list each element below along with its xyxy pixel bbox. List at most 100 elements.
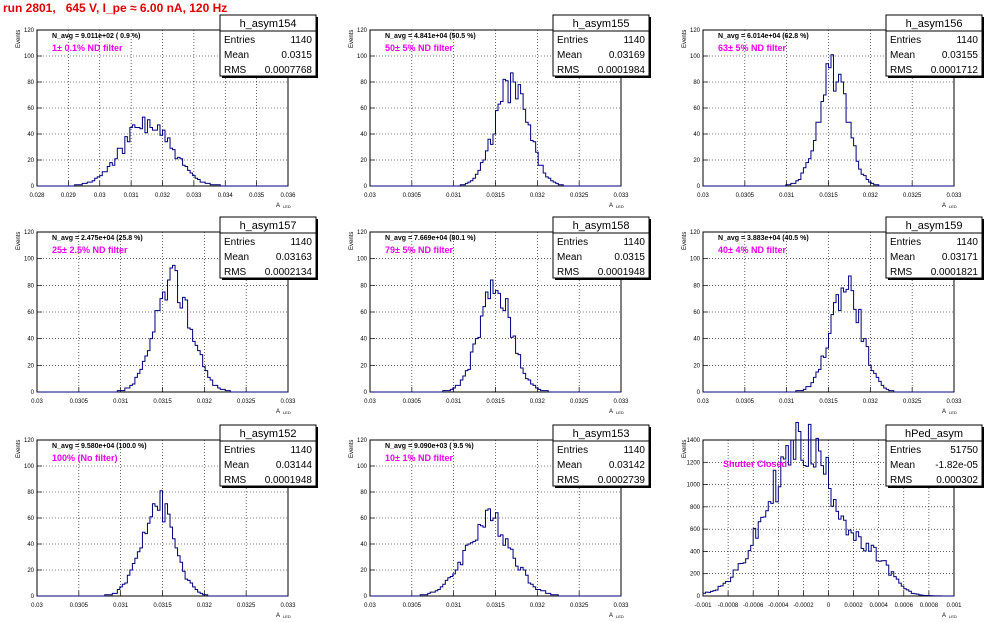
stats-label: Mean: [224, 50, 249, 61]
y-tick-label: 800: [690, 505, 701, 511]
x-tick-label: 0.032: [530, 603, 546, 609]
x-axis-label: A: [942, 409, 946, 415]
y-tick-label: 80: [360, 80, 367, 86]
y-tick-label: 0: [31, 390, 35, 396]
histogram-panel-h_asym159: 0.03 0.0305 0.031 0.0315 0.032 0.0325 0.033 0 20…: [682, 216, 984, 415]
stats-value: 0.0001948: [265, 475, 313, 486]
stats-value: -1.82e-05: [935, 460, 978, 471]
stats-box: h_asym159 Entries 1140 Mean 0.03171 RMS 0.0001…: [885, 216, 984, 280]
plot-frame: [702, 231, 955, 393]
navg-annotation: N_avg = 4.841e+04 (50.5 %): [385, 33, 476, 40]
y-tick-label: 1200: [687, 460, 701, 466]
y-tick-label: 100: [357, 257, 368, 263]
stats-value: 0.03155: [942, 50, 979, 61]
y-tick-label: 0: [31, 184, 35, 190]
x-tick-label: 0.0004: [870, 603, 889, 609]
y-tick-label: 120: [357, 438, 368, 444]
stats-value: 0.000302: [936, 475, 978, 486]
stats-label: Entries: [224, 445, 255, 456]
y-tick-label: 80: [27, 490, 34, 496]
x-axis-sublabel: LED: [616, 410, 624, 415]
y-tick-label: 40: [27, 337, 34, 343]
navg-annotation: N_avg = 9.011e+02 ( 0.9 %): [52, 33, 140, 40]
y-tick-label: 60: [27, 310, 34, 316]
x-tick-label: 0.033: [613, 399, 629, 405]
x-tick-label: 0.032: [863, 399, 879, 405]
histogram-series: [370, 508, 621, 597]
filter-annotation: 10± 1% ND filter: [385, 453, 453, 463]
x-tick-label: 0.0325: [903, 193, 922, 199]
y-tick-label: 60: [693, 310, 700, 316]
stats-label: Mean: [224, 460, 249, 471]
navg-annotation: N_avg = 2.475e+04 (25.8 %): [52, 235, 143, 242]
stats-values-box: [552, 30, 650, 77]
y-tick-label: 80: [360, 490, 367, 496]
y-axis-label: Events: [682, 232, 688, 250]
x-tick-label: 0.0002: [844, 603, 863, 609]
x-tick-label: -0.0004: [768, 603, 789, 609]
plot-frame: [702, 29, 955, 187]
y-tick-label: 20: [27, 363, 34, 369]
x-tick-label: 0.032: [155, 193, 171, 199]
y-axis-label: Events: [16, 232, 22, 250]
x-tick-label: 0.033: [613, 603, 629, 609]
x-tick-label: 0.03: [31, 399, 43, 405]
stats-value: 1140: [623, 35, 645, 46]
stats-box: h_asym156 Entries 1140 Mean 0.03155 RMS 0.0001…: [885, 14, 984, 78]
y-axis-label: Events: [682, 30, 688, 48]
x-tick-label: 0.0305: [736, 399, 755, 405]
x-tick-label: 0.031: [446, 193, 462, 199]
y-tick-label: 120: [24, 28, 35, 34]
x-axis-label: A: [609, 613, 613, 619]
stats-values-box: [219, 232, 317, 279]
x-tick-label: 0.031: [446, 399, 462, 405]
x-tick-label: 0.031: [113, 603, 129, 609]
x-tick-label: 0.031: [113, 399, 129, 405]
plot-frame: [369, 231, 622, 393]
x-axis-sublabel: LED: [949, 410, 957, 415]
y-tick-label: 120: [690, 28, 701, 34]
x-axis-sublabel: LED: [949, 204, 957, 209]
y-tick-label: 200: [690, 572, 701, 578]
histogram-panel-h_asym155: 0.03 0.0305 0.031 0.0315 0.032 0.0325 0.033 0 20…: [349, 14, 651, 209]
stats-value: 1140: [623, 237, 645, 248]
y-tick-label: 60: [693, 106, 700, 112]
filter-annotation: 63± 5% ND filter: [718, 43, 786, 53]
stats-label: RMS: [224, 475, 247, 486]
y-tick-label: 100: [357, 54, 368, 60]
y-tick-label: 40: [360, 542, 367, 548]
stats-label: Entries: [890, 445, 921, 456]
filter-annotation: 100% (No filter): [52, 453, 118, 463]
histogram-panel-h_asym156: 0.03 0.0305 0.031 0.0315 0.032 0.0325 0.033 0 20…: [682, 14, 984, 209]
x-axis-sublabel: LED: [949, 614, 957, 619]
filter-annotation: 1± 0.1% ND filter: [52, 43, 123, 53]
x-tick-label: -0.0008: [718, 603, 739, 609]
y-tick-label: 120: [24, 438, 35, 444]
y-tick-label: 0: [697, 390, 701, 396]
x-tick-label: 0.001: [946, 603, 962, 609]
x-tick-label: 0.0315: [486, 603, 505, 609]
filter-annotation: 50± 5% ND filter: [385, 43, 453, 53]
y-tick-label: 20: [693, 158, 700, 164]
x-tick-label: 0.0305: [736, 193, 755, 199]
y-tick-label: 120: [357, 230, 368, 236]
x-tick-label: 0.0305: [70, 603, 89, 609]
x-tick-label: 0.0305: [403, 399, 422, 405]
x-tick-label: 0.031: [124, 193, 140, 199]
x-tick-label: 0.032: [197, 399, 213, 405]
histogram-name: h_asym159: [906, 220, 963, 232]
stats-value: 0.03169: [609, 50, 646, 61]
y-tick-label: 20: [360, 568, 367, 574]
stats-label: RMS: [557, 65, 580, 76]
x-tick-label: 0.0325: [570, 399, 589, 405]
stats-value: 0.03171: [942, 252, 979, 263]
histogram-name: h_asym156: [906, 18, 963, 30]
x-tick-label: 0.033: [280, 399, 296, 405]
x-tick-label: 0.03: [697, 399, 709, 405]
x-tick-label: 0.0305: [70, 399, 89, 405]
stats-values-box: [552, 232, 650, 279]
x-tick-label: 0.0325: [237, 399, 256, 405]
stats-label: RMS: [224, 267, 247, 278]
stats-label: Mean: [890, 252, 915, 263]
